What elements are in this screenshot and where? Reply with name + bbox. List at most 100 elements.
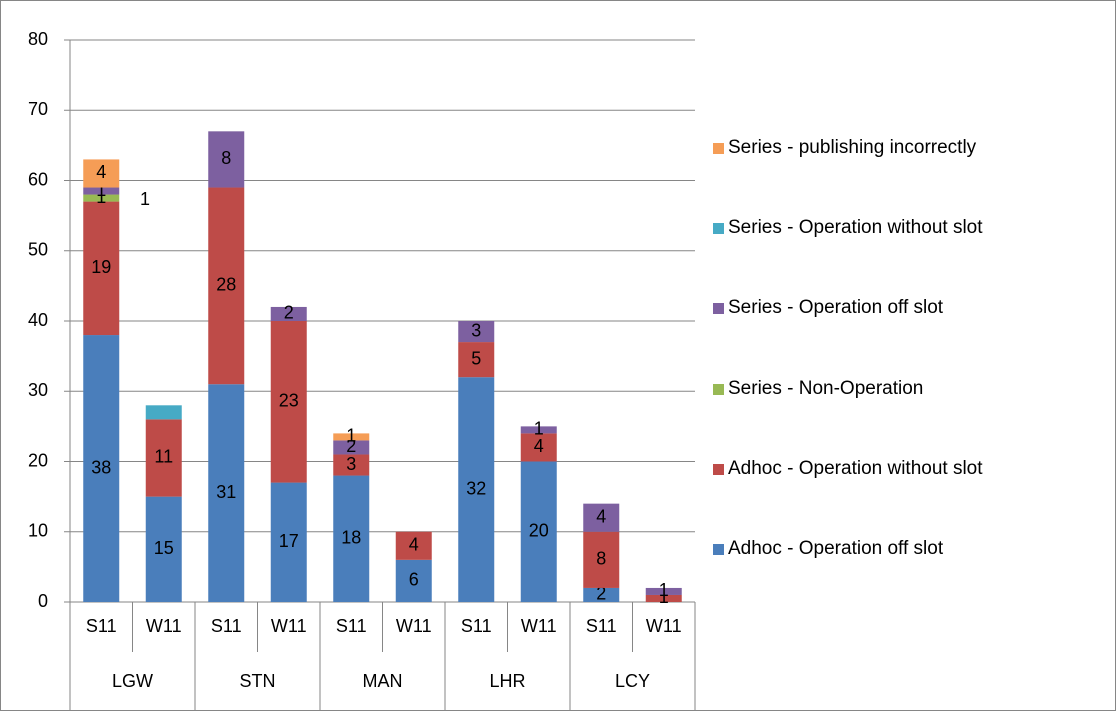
legend-item: Series - Operation without slot [713, 214, 1093, 242]
bar-segment [645, 594, 682, 602]
data-label: 28 [216, 275, 236, 295]
data-label: 4 [96, 162, 106, 182]
legend-swatch [713, 384, 724, 395]
data-label: 4 [409, 535, 419, 555]
data-label: 11 [154, 447, 173, 467]
legend-item: Adhoc - Operation off slot [713, 535, 1093, 563]
legend-swatch [713, 143, 724, 154]
bar-segment [520, 461, 557, 602]
legend-label: Series - Non-Operation [728, 378, 924, 399]
data-label: 1 [96, 180, 106, 200]
data-label: 1 [346, 426, 356, 446]
bar-segment [458, 342, 495, 378]
bar-segment [145, 405, 182, 420]
bar-segment [583, 587, 620, 602]
legend-swatch [713, 464, 724, 475]
x-tick-label: S11 [461, 616, 492, 636]
x-tick-label: W11 [396, 616, 432, 636]
data-label: 4 [534, 436, 544, 456]
bar-segment [83, 335, 120, 602]
y-tick-label: 80 [28, 29, 48, 49]
data-label: 8 [596, 549, 606, 569]
bar-segment [83, 187, 120, 195]
y-tick-label: 0 [38, 591, 48, 611]
bar-segment [645, 587, 682, 595]
legend-swatch [713, 544, 724, 555]
y-tick-label: 70 [28, 99, 48, 119]
x-tick-label: W11 [521, 616, 557, 636]
data-label: 32 [466, 478, 486, 498]
data-label: 6 [409, 570, 419, 590]
bar-segment [583, 503, 620, 532]
legend-label: Adhoc - Operation without slot [728, 458, 983, 479]
bar-segment [395, 559, 432, 602]
legend-label: Series - Operation without slot [728, 217, 983, 238]
bar-segment [333, 433, 370, 441]
x-tick-label: S11 [86, 616, 117, 636]
bar-segment [83, 194, 120, 202]
data-label: 5 [471, 348, 481, 368]
bar-segment [395, 531, 432, 560]
data-label: 2 [346, 436, 356, 456]
bar-segment [145, 419, 182, 497]
legend-item: Series - publishing incorrectly [713, 134, 1093, 162]
bar-segment [333, 475, 370, 602]
data-label: 2 [284, 303, 294, 323]
legend-item: Adhoc - Operation without slot [713, 455, 1043, 483]
data-label: 23 [279, 391, 299, 411]
x-tick-label: S11 [586, 616, 617, 636]
legend: Series - publishing incorrectly Series - … [713, 0, 1113, 711]
bar-segment [145, 496, 182, 602]
x-tick-label: W11 [146, 616, 182, 636]
legend-swatch [713, 303, 724, 314]
y-tick-label: 50 [28, 240, 48, 260]
legend-swatch [713, 223, 724, 234]
data-label: 1 [534, 419, 544, 439]
bar-segment [458, 377, 495, 602]
data-label: 1 [659, 580, 669, 600]
bar-segment [270, 306, 307, 321]
group-label: LGW [112, 671, 153, 691]
group-label: LCY [615, 671, 650, 691]
data-label: 2 [596, 584, 606, 604]
data-label: 17 [279, 531, 299, 551]
bar-segment [520, 433, 557, 462]
legend-label: Adhoc - Operation off slot [728, 538, 944, 559]
bar-segment [520, 426, 557, 434]
y-tick-label: 60 [28, 169, 48, 189]
y-tick-label: 20 [28, 450, 48, 470]
x-tick-label: S11 [211, 616, 242, 636]
legend-label: Series - publishing incorrectly [728, 137, 977, 158]
bar-segment [270, 321, 307, 483]
y-tick-label: 40 [28, 310, 48, 330]
y-tick-label: 10 [28, 521, 48, 541]
bar-segment [83, 159, 120, 188]
y-tick-label: 30 [28, 380, 48, 400]
data-label: 31 [216, 482, 236, 502]
legend-label: Series - Operation off slot [728, 297, 944, 318]
x-tick-label: W11 [271, 616, 307, 636]
data-label: 8 [221, 148, 231, 168]
bar-segment [208, 187, 245, 385]
bar-segment [270, 482, 307, 602]
annotation: 1 [140, 189, 150, 209]
x-tick-label: S11 [336, 616, 367, 636]
data-label: 18 [341, 528, 361, 548]
bar-segment [208, 384, 245, 602]
bar-segment [83, 201, 120, 336]
data-label: 4 [596, 506, 606, 526]
data-label: 20 [529, 521, 549, 541]
group-label: MAN [363, 671, 403, 691]
bar-segment [333, 440, 370, 455]
bar-segment [208, 131, 245, 188]
legend-item: Series - Operation off slot [713, 294, 1093, 322]
data-label: 1 [659, 587, 669, 607]
x-tick-label: W11 [646, 616, 682, 636]
group-label: STN [240, 671, 276, 691]
data-label: 38 [91, 457, 111, 477]
data-label: 3 [471, 320, 481, 340]
bar-segment [583, 531, 620, 588]
legend-item: Series - Non-Operation [713, 375, 1093, 403]
